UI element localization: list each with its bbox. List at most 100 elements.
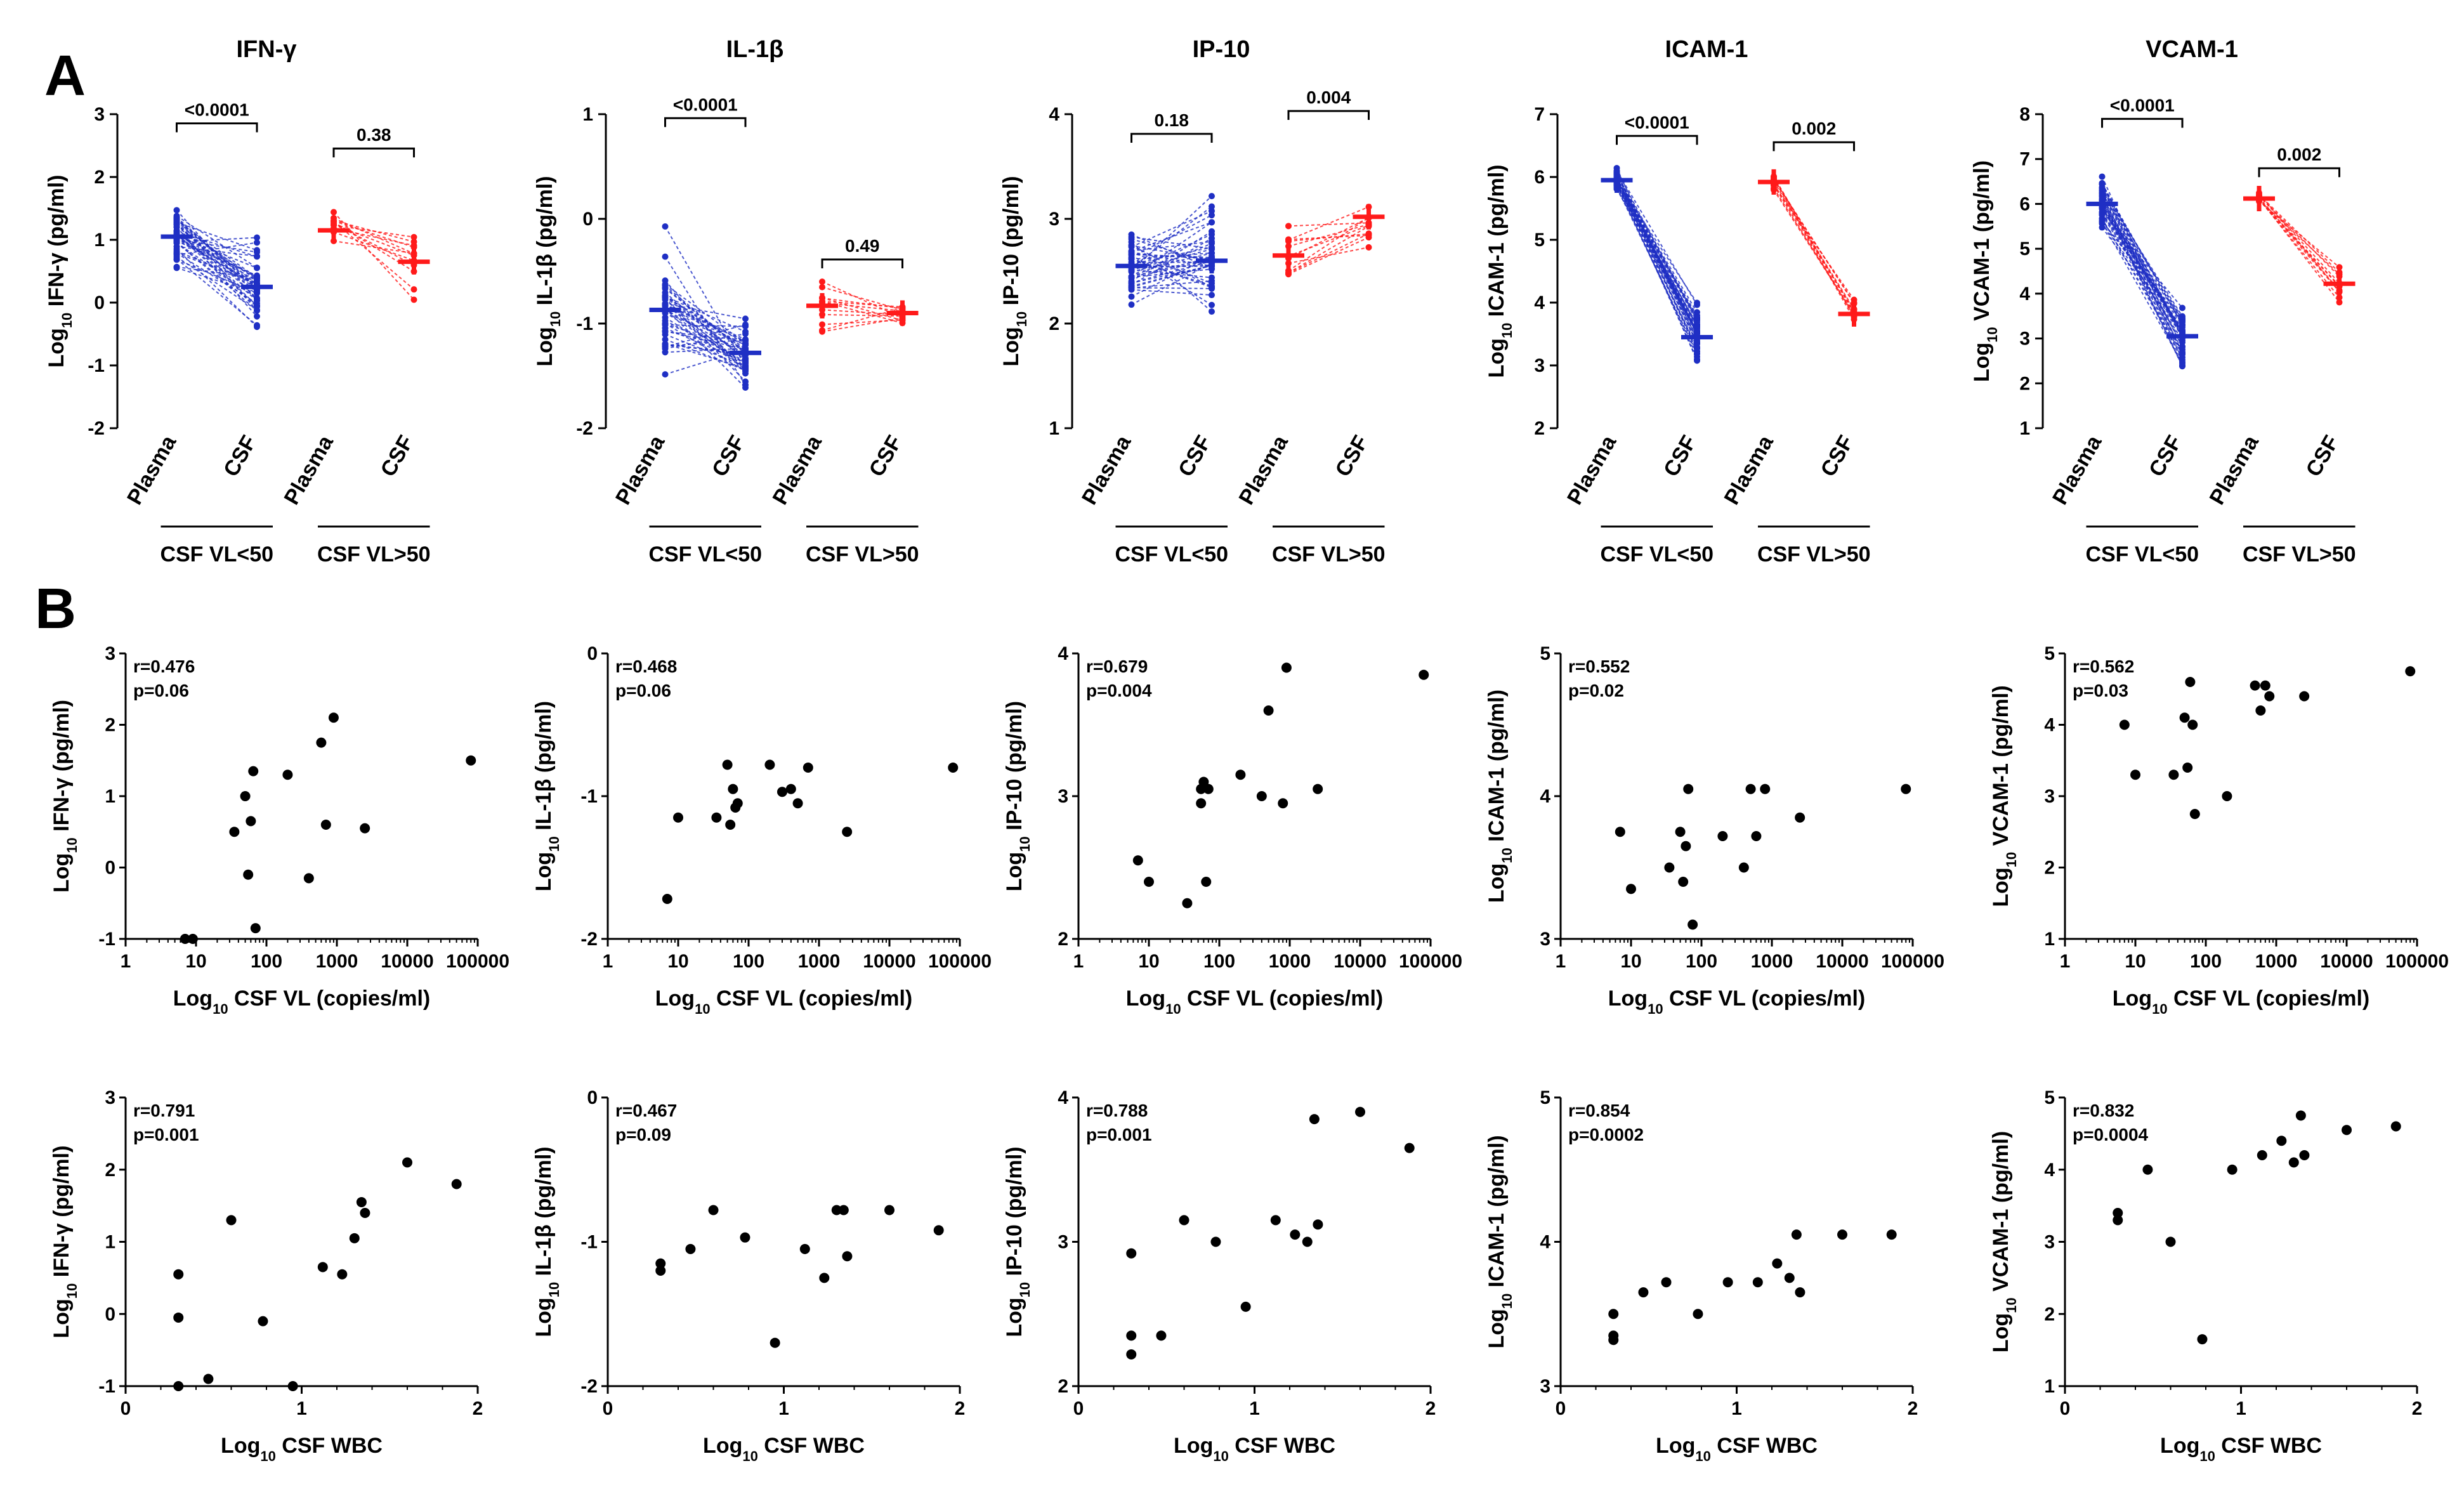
data-point xyxy=(2165,1236,2176,1247)
data-point xyxy=(337,1269,348,1280)
paired-line xyxy=(176,226,258,279)
paired-line xyxy=(664,308,746,388)
y-tick-label: 3 xyxy=(94,104,105,125)
data-point xyxy=(2099,185,2106,192)
paired-line xyxy=(664,285,746,353)
x-tick-label: 10 xyxy=(667,951,688,972)
paired-line xyxy=(176,242,258,256)
data-point xyxy=(1198,776,1209,787)
paired-line xyxy=(176,258,258,326)
x-tick-label: 100000 xyxy=(2385,951,2449,972)
paired-line xyxy=(2258,199,2340,287)
correlation-r-value: r=0.552 xyxy=(1568,657,1630,676)
paired-line xyxy=(1131,233,1212,269)
chart-title: IFN-γ xyxy=(237,36,297,63)
correlation-chart-row1-2: -2 -1 0 1 10 100 1000 10000 100000 Log10 IL-1β (p… xyxy=(532,643,992,1017)
data-point xyxy=(2179,350,2185,357)
paired-points-vl-under-50 xyxy=(173,207,260,331)
data-point xyxy=(229,827,240,837)
paired-line xyxy=(1131,289,1212,296)
y-axis-label: Log10 ICAM-1 (pg/ml) xyxy=(1484,690,1515,903)
paired-points-vl-under-50 xyxy=(2099,173,2185,370)
paired-line xyxy=(1616,174,1698,323)
data-point xyxy=(282,770,293,780)
data-point xyxy=(2336,264,2343,271)
paired-line xyxy=(1131,258,1212,287)
y-axis-label: Log10 IP-10 (pg/ml) xyxy=(999,176,1030,366)
data-point xyxy=(410,286,417,293)
data-point xyxy=(258,1316,268,1327)
p-value-bracket xyxy=(2258,167,2340,178)
data-point xyxy=(173,1381,184,1391)
correlation-r-value: r=0.467 xyxy=(615,1101,677,1120)
y-tick-label: 0 xyxy=(94,292,105,313)
data-point xyxy=(2099,180,2106,187)
x-tick-label-plasma: Plasma xyxy=(1077,431,1136,509)
paired-line xyxy=(176,242,258,311)
x-tick-label-plasma: Plasma xyxy=(1563,431,1622,509)
data-point xyxy=(1313,1219,1323,1230)
correlation-r-value: r=0.679 xyxy=(1086,657,1148,676)
data-point xyxy=(1126,1248,1137,1259)
p-value-label: 0.004 xyxy=(1306,88,1351,107)
data-point xyxy=(173,253,180,260)
correlation-chart-row2-3: 2 3 4 0 1 2 Log10 IP-10 (pg/ml) Log10 CSF WBC r=… xyxy=(1002,1087,1436,1464)
paired-points-vl-under-50 xyxy=(1128,193,1215,315)
data-point xyxy=(1209,308,1215,315)
data-point xyxy=(1772,1258,1783,1269)
y-tick-label: -2 xyxy=(580,1376,598,1397)
data-point xyxy=(1419,669,1429,680)
data-point xyxy=(2276,1136,2287,1146)
data-point xyxy=(708,1205,719,1215)
y-tick-label: 2 xyxy=(2044,858,2055,879)
paired-points-vl-over-50 xyxy=(1771,173,1858,323)
x-tick-label-plasma: Plasma xyxy=(768,431,827,509)
data-point xyxy=(254,239,260,246)
y-tick-label: 4 xyxy=(2044,1160,2055,1181)
x-tick-label: 1 xyxy=(778,1398,789,1419)
paired-line xyxy=(2258,194,2340,273)
data-point xyxy=(1309,1114,1320,1125)
data-point xyxy=(240,791,251,801)
data-point xyxy=(1209,212,1215,219)
x-axis-label: Log10 CSF VL (copies/ml) xyxy=(173,986,430,1017)
data-point xyxy=(1791,1229,1802,1240)
paired-line xyxy=(1773,179,1855,303)
data-point xyxy=(2336,299,2343,306)
data-point xyxy=(1256,791,1267,801)
paired-line xyxy=(333,211,415,301)
paired-line xyxy=(1773,188,1855,315)
paired-line xyxy=(664,303,746,370)
data-point xyxy=(1201,877,1212,887)
paired-line xyxy=(1288,222,1369,227)
paired-line xyxy=(2258,199,2340,298)
x-tick-label: 100 xyxy=(733,951,764,972)
x-tick-label-plasma: Plasma xyxy=(1234,431,1293,509)
x-axis-label: Log10 CSF VL (copies/ml) xyxy=(2113,986,2369,1017)
data-point xyxy=(2185,677,2196,687)
x-tick-label: 1 xyxy=(1731,1398,1742,1419)
y-tick-label: 5 xyxy=(2019,239,2030,259)
data-point xyxy=(2342,1125,2352,1136)
data-point xyxy=(1693,1309,1703,1320)
data-point xyxy=(842,827,853,837)
p-value-bracket xyxy=(176,122,258,133)
paired-line xyxy=(664,284,746,344)
y-tick-label: 4 xyxy=(1534,292,1545,313)
y-tick-label: 8 xyxy=(2019,104,2030,125)
y-tick-label: 4 xyxy=(1540,1232,1550,1253)
data-point xyxy=(2099,224,2106,231)
paired-line xyxy=(176,256,258,311)
x-axis-label: Log10 CSF WBC xyxy=(221,1434,383,1464)
y-tick-label: 1 xyxy=(2019,418,2030,439)
p-value-bracket xyxy=(1287,110,1370,120)
paired-line xyxy=(1131,210,1212,248)
data-point xyxy=(2113,1208,2123,1218)
data-point xyxy=(1661,1277,1672,1288)
data-point xyxy=(662,327,669,334)
p-value-bracket xyxy=(2101,117,2184,128)
data-point xyxy=(2227,1164,2238,1175)
y-axis-label: Log10 ICAM-1 (pg/ml) xyxy=(1484,164,1515,377)
